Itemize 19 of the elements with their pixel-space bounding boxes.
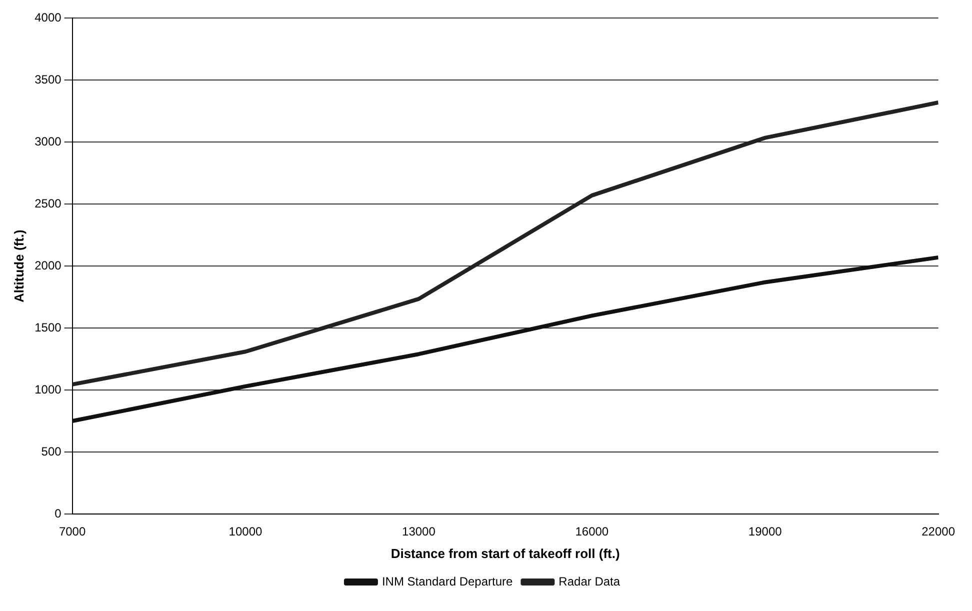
x-tick-label: 10000 bbox=[228, 524, 263, 539]
x-tick-label: 22000 bbox=[922, 524, 956, 539]
y-tick-label: 3000 bbox=[34, 134, 62, 148]
y-tick-label: 2000 bbox=[34, 258, 62, 272]
x-axis-title: Distance from start of takeoff roll (ft.) bbox=[390, 546, 620, 561]
x-tick-label: 16000 bbox=[575, 524, 609, 539]
y-axis-title: Altitude (ft.) bbox=[11, 230, 26, 303]
y-tick-label: 500 bbox=[41, 444, 62, 458]
x-tick-label: 19000 bbox=[748, 524, 782, 539]
legend-label: Radar Data bbox=[558, 574, 620, 588]
y-tick-label: 2500 bbox=[34, 196, 62, 210]
x-tick-label: 7000 bbox=[58, 524, 86, 539]
y-tick-label: 4000 bbox=[34, 10, 62, 25]
y-tick-label: 1000 bbox=[34, 382, 62, 396]
y-tick-label: 1500 bbox=[34, 320, 62, 334]
y-tick-label: 3500 bbox=[34, 72, 62, 86]
x-tick-label: 13000 bbox=[402, 524, 436, 539]
y-tick-label: 0 bbox=[54, 506, 62, 520]
legend-label: INM Standard Departure bbox=[382, 574, 514, 588]
